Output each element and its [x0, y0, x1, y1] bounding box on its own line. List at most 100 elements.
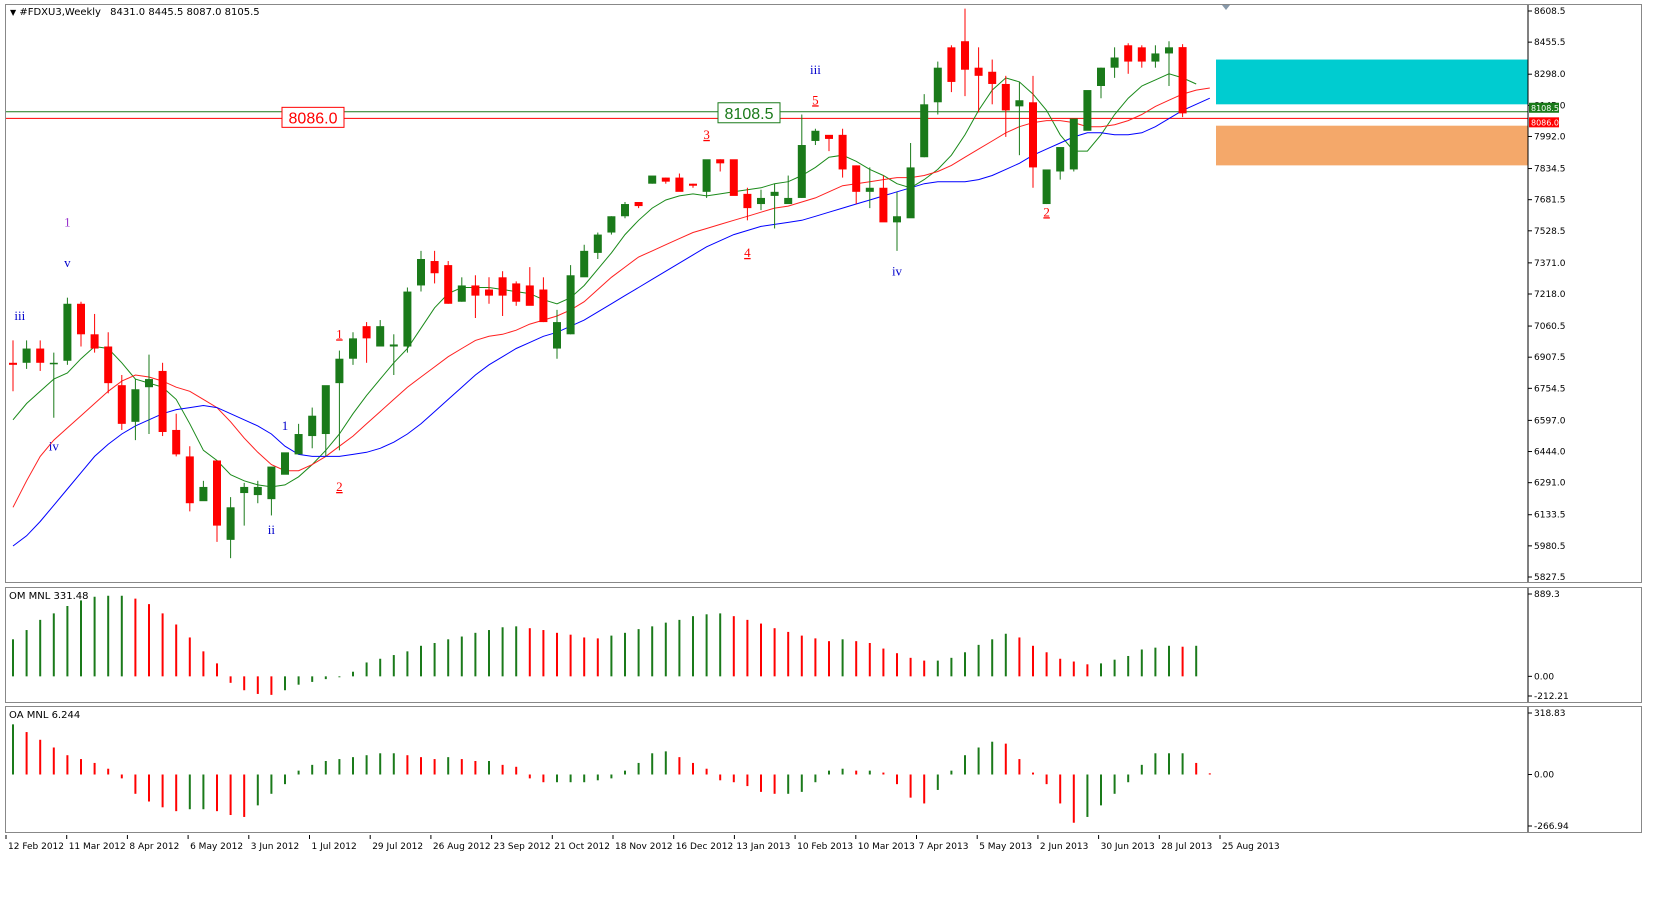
dropdown-arrow-icon[interactable]: ▼ — [10, 8, 17, 17]
candle-body — [1137, 47, 1146, 62]
candle-body — [729, 159, 738, 196]
candle — [1124, 43, 1133, 74]
candle — [172, 413, 181, 457]
candle — [961, 8, 969, 97]
date-tick-label: 28 Jul 2013 — [1161, 842, 1212, 852]
candle-body — [158, 370, 167, 432]
indicator-tick-label: -212.21 — [1534, 692, 1569, 702]
candle-body — [525, 285, 534, 306]
price-tick-label: 7992.0 — [1534, 132, 1566, 142]
candle-body — [933, 67, 942, 103]
price-tag-top-box — [1529, 102, 1559, 113]
date-tick-label: 23 Sep 2012 — [494, 842, 551, 852]
candle — [430, 250, 439, 284]
price-pane[interactable]: 8086.08108.5iii1viv1ii12345iiiiv128608.5… — [5, 4, 1642, 583]
hline-label-8108: 8108.5 — [717, 102, 781, 124]
candle — [607, 216, 616, 235]
price-tag-bottom-text: 8086.0 — [1531, 118, 1559, 127]
candle — [267, 466, 276, 516]
ma-line-2 — [12, 97, 1211, 547]
price-tick-label: 6444.0 — [1534, 448, 1566, 458]
candle-body — [1029, 102, 1037, 168]
candle — [865, 167, 874, 209]
candle — [498, 271, 507, 316]
candle-body — [580, 250, 589, 278]
wave-label: iv — [49, 438, 60, 453]
candle — [117, 375, 126, 430]
candle — [403, 287, 412, 353]
candle — [213, 460, 221, 542]
date-axis: 12 Feb 2012 11 Mar 2012 8 Apr 2012 6 May 20… — [5, 835, 1280, 852]
candle — [729, 159, 738, 196]
support-zone — [1216, 125, 1528, 166]
candle-body — [131, 389, 140, 422]
date-tick-label: 21 Oct 2012 — [554, 842, 610, 852]
date-tick-label: 25 Aug 2013 — [1222, 842, 1280, 852]
candle-body — [825, 134, 833, 139]
candle-body — [63, 303, 72, 361]
candle-body — [90, 334, 99, 349]
candle — [362, 322, 371, 363]
candle-body — [430, 261, 439, 274]
price-tick-label: 7060.5 — [1534, 322, 1566, 332]
candle — [661, 177, 670, 184]
price-tick-label: 6754.5 — [1534, 384, 1566, 394]
candle — [158, 362, 167, 437]
indicator-title: OM MNL 331.48 — [9, 591, 89, 602]
wave-label: iii — [14, 308, 25, 323]
candle-body — [689, 183, 697, 186]
candle-body — [376, 326, 385, 347]
candle-body — [879, 187, 888, 223]
candle-body — [702, 159, 711, 192]
candle-body — [36, 348, 45, 363]
candle-body — [1124, 45, 1133, 62]
candle — [22, 340, 31, 369]
candle-body — [145, 379, 153, 388]
date-tick-label: 1 Jul 2012 — [312, 842, 357, 852]
candle-body — [784, 197, 793, 205]
price-tick-label: 8298.0 — [1534, 70, 1566, 80]
price-tag-top-text: 8108.5 — [1531, 104, 1559, 113]
candle-body — [444, 265, 453, 304]
indicator-tick-label: 889.3 — [1534, 590, 1560, 600]
candle-body — [1083, 90, 1092, 131]
candle — [893, 191, 901, 251]
candle-body — [539, 289, 548, 323]
candle — [1110, 47, 1119, 78]
wave-label: 4 — [744, 245, 751, 260]
candle-body — [757, 197, 765, 205]
candle-body — [553, 322, 561, 349]
candle-body — [661, 177, 670, 182]
price-tag-top: 8108.5 — [1529, 102, 1559, 113]
date-tick-label: 16 Dec 2012 — [676, 842, 734, 852]
candle — [689, 183, 697, 188]
candle — [349, 332, 357, 365]
shift-marker-icon[interactable] — [1222, 5, 1230, 10]
candle-body — [403, 291, 412, 347]
candle — [675, 173, 684, 192]
candle — [131, 379, 140, 441]
candle-body — [185, 456, 194, 504]
candle-body — [362, 326, 371, 339]
candle — [852, 165, 861, 205]
candle-body — [1097, 67, 1105, 86]
candle-body — [1178, 47, 1187, 114]
candle — [947, 45, 956, 93]
date-tick-label: 12 Feb 2012 — [8, 842, 64, 852]
candle-body — [104, 346, 113, 384]
om-indicator-pane[interactable]: OM MNL 331.48 889.3 0.00 -212.21 — [5, 587, 1642, 703]
candle-body — [1042, 169, 1051, 205]
candle — [1151, 45, 1160, 68]
candle — [825, 134, 833, 152]
candle — [1029, 75, 1037, 188]
candle — [1056, 147, 1065, 180]
candle — [1069, 118, 1078, 172]
oa-indicator-pane[interactable]: OA MNL 6.244 318.83 0.00 -266.94 — [5, 706, 1642, 833]
candle — [471, 275, 480, 319]
candle — [757, 189, 765, 211]
hline-label-8108-box — [717, 102, 781, 124]
candle — [253, 480, 262, 504]
indicator-tick-label: 0.00 — [1534, 672, 1554, 682]
hline-label-8086: 8086.0 — [281, 106, 345, 128]
candle-body — [267, 466, 276, 500]
